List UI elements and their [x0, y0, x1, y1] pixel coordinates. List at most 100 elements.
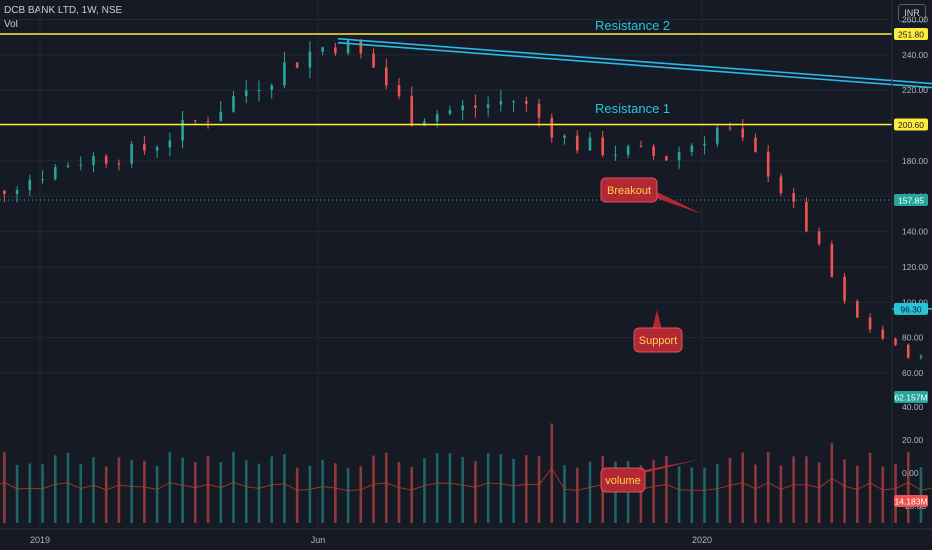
candle-body: [168, 140, 172, 148]
candle-body: [435, 114, 439, 122]
candle-body: [410, 96, 414, 126]
volume-bar: [92, 457, 95, 523]
price-tick-label: 60.00: [902, 368, 924, 378]
volume-bar: [728, 457, 732, 523]
candle-body: [906, 344, 910, 358]
volume-bar: [334, 463, 337, 523]
candle-body: [321, 47, 324, 52]
candle-body: [206, 120, 210, 122]
candle-body: [575, 135, 579, 151]
volume-bar: [499, 454, 503, 523]
volume-bar: [830, 443, 834, 523]
breakout-callout: Breakout: [600, 177, 702, 214]
support-callout-pointer: [652, 310, 662, 330]
volume-bar: [206, 455, 210, 523]
volume-bar: [575, 467, 579, 523]
volume-bar: [805, 456, 808, 523]
candle-body: [652, 146, 655, 156]
volume-bar: [856, 465, 859, 523]
volume-bar: [435, 453, 439, 523]
last-volume-badge-bg: [894, 391, 928, 403]
volume-bar: [244, 460, 248, 523]
candle-body: [257, 90, 261, 92]
volume-bar: [563, 465, 566, 523]
candle-body: [779, 176, 783, 194]
volume-bar: [104, 466, 108, 523]
volume-bar: [741, 452, 745, 523]
resistance-price-badge-text: 200.60: [898, 120, 924, 130]
last-volume-badge-text: 62.157M: [894, 393, 927, 403]
volume-bar: [665, 455, 668, 523]
volume-bar: [257, 463, 261, 523]
candle-body: [104, 156, 108, 164]
support-callout-text: Support: [639, 335, 678, 347]
volume-bar: [754, 464, 757, 523]
volume-indicator-label[interactable]: Vol: [4, 19, 18, 30]
time-tick-label: 2019: [30, 535, 50, 545]
volume-bar: [779, 465, 783, 523]
trendline-lower: [337, 41, 932, 89]
volume-bar: [283, 454, 286, 523]
candle-body: [143, 144, 146, 151]
candle-body: [817, 231, 821, 244]
currency-button[interactable]: INR: [898, 4, 926, 22]
volume-bar: [359, 466, 363, 523]
candle-body: [474, 105, 477, 108]
resistance-2-label: Resistance 2: [595, 18, 670, 33]
volume-bar: [817, 462, 821, 523]
volume-bar: [321, 459, 324, 523]
volume-bar: [53, 455, 57, 523]
candles-group: [3, 38, 923, 360]
candle-body: [563, 135, 566, 138]
volume-bar: [117, 457, 121, 523]
candle-body: [805, 201, 808, 232]
candle-body: [194, 119, 197, 121]
support-price-badge: 96.30: [894, 302, 928, 315]
volume-tick-label: 20.00: [902, 435, 924, 445]
volume-bar: [295, 467, 299, 523]
price-tick-label: 220.00: [902, 85, 928, 95]
volume-bar: [868, 452, 872, 523]
volume-bar: [3, 452, 6, 523]
volume-bar: [308, 465, 312, 523]
candle-body: [359, 40, 363, 54]
candle-body: [919, 356, 923, 358]
candle-body: [525, 100, 528, 104]
volume-bar: [486, 452, 490, 523]
candle-body: [15, 190, 19, 195]
volume-bar: [588, 461, 592, 523]
support-callout: Support: [633, 310, 683, 353]
avg-volume-badge: 14.183M: [894, 495, 928, 507]
volume-bar: [715, 464, 719, 523]
last-price-badge-bg: [894, 194, 928, 207]
candle-body: [843, 276, 846, 302]
candle-body: [130, 144, 133, 164]
volume-bar: [219, 462, 223, 523]
candle-body: [881, 329, 885, 339]
volume-callout-pointer: [640, 459, 701, 474]
resistance-price-badge-text: 251.80: [898, 29, 924, 39]
volume-bar: [703, 467, 706, 523]
symbol-title: DCB BANK LTD, 1W, NSE: [4, 5, 123, 16]
candle-body: [856, 301, 859, 318]
volume-bar: [550, 423, 554, 523]
candle-body: [868, 317, 872, 330]
price-tick-label: 100.00: [902, 297, 928, 307]
resistance-1-label: Resistance 1: [595, 101, 670, 116]
volume-bar: [766, 452, 770, 523]
candle-body: [372, 53, 375, 68]
resistance-price-badge: 251.80: [894, 27, 928, 40]
volume-bar: [168, 452, 172, 523]
volume-bar: [639, 465, 643, 523]
candle-body: [384, 67, 388, 86]
resistance-price-badge-bg: [894, 118, 928, 131]
candle-body: [41, 179, 44, 181]
volume-bar: [690, 467, 694, 523]
breakout-callout-text: Breakout: [607, 185, 651, 197]
candle-body: [614, 154, 617, 156]
candle-body: [894, 338, 897, 345]
candle-body: [626, 146, 630, 155]
candle-body: [295, 62, 299, 68]
